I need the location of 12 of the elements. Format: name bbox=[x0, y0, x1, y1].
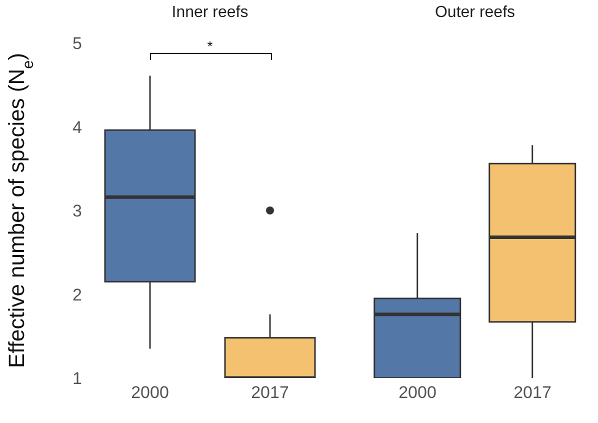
annotation: * bbox=[206, 38, 214, 54]
x-tick-label: 2000 bbox=[131, 383, 169, 402]
chart-title: Inner reefs bbox=[170, 4, 250, 22]
x-tick-label: 2000 bbox=[398, 383, 436, 402]
x-tick-label: 2017 bbox=[251, 383, 289, 402]
y-tick-label: 1 bbox=[72, 369, 82, 388]
y-tick-label: 4 bbox=[72, 118, 82, 137]
y-tick-label: 5 bbox=[72, 34, 82, 54]
x-tick-label: 2017 bbox=[514, 383, 552, 402]
y-tick-label: 3 bbox=[72, 202, 82, 221]
chart-title: Outer reefs bbox=[434, 4, 516, 22]
y-tick-label: 2 bbox=[72, 285, 82, 304]
